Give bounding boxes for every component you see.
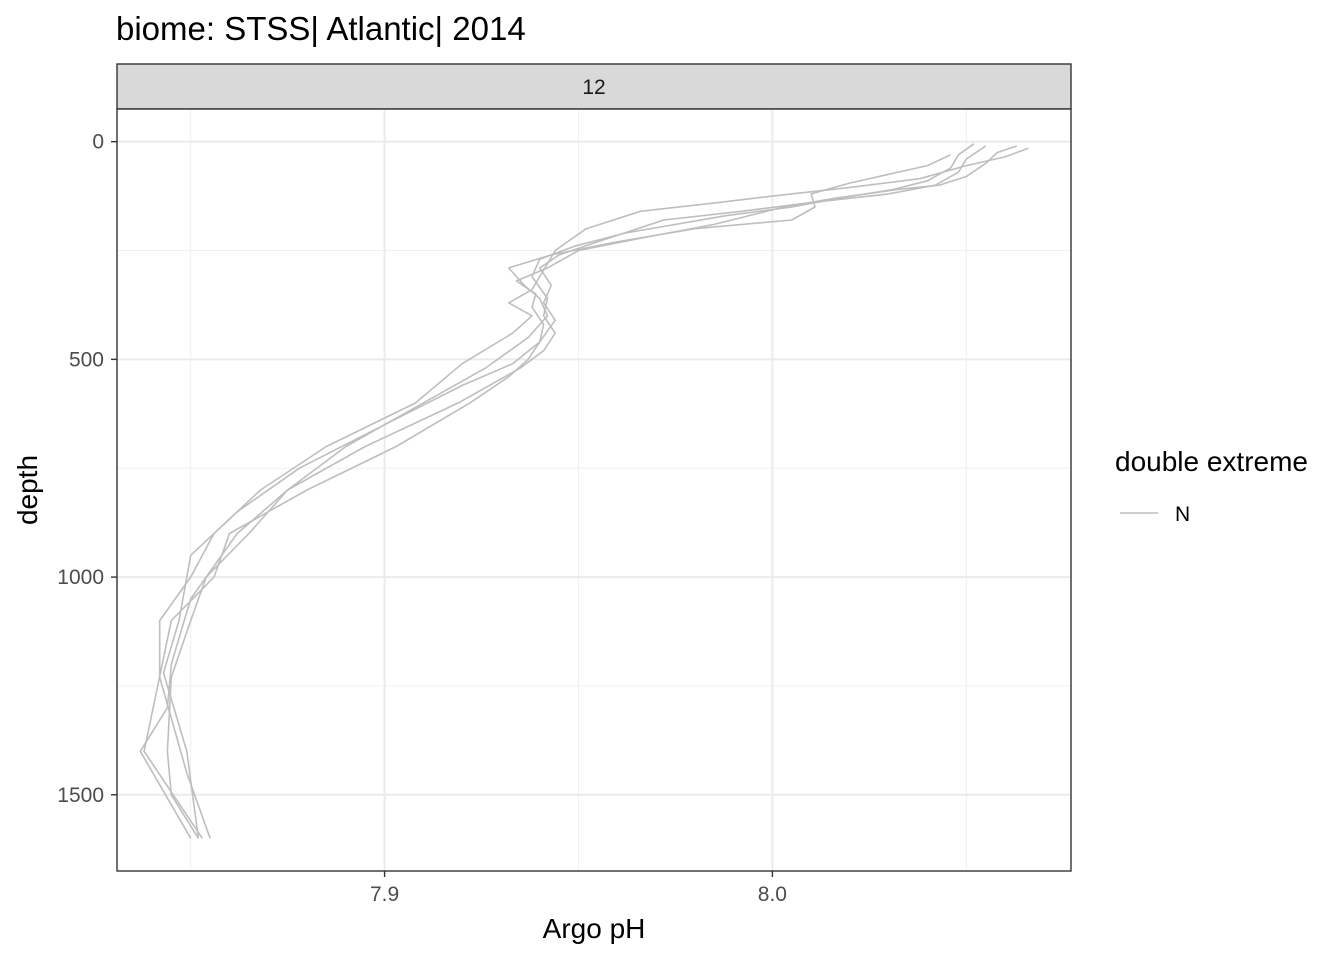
x-axis-title: Argo pH — [543, 913, 646, 944]
facet-strip: 12 — [116, 63, 1072, 110]
legend-title: double extreme — [1115, 446, 1308, 477]
y-axis: 0 500 1000 1500 — [57, 131, 117, 807]
plot-panel — [116, 108, 1072, 872]
series-lines — [139, 143, 1029, 839]
profile-line-2 — [162, 145, 987, 839]
panel-border — [116, 108, 1072, 872]
y-tick-label: 0 — [92, 131, 104, 154]
gridlines-minor — [117, 109, 1071, 871]
y-axis-title: depth — [12, 455, 43, 525]
gridlines-major — [117, 109, 1071, 871]
y-tick-label: 500 — [69, 348, 104, 371]
x-axis: 7.9 8.0 — [370, 871, 787, 906]
profile-line-4 — [158, 147, 1029, 839]
x-tick-label: 8.0 — [758, 883, 787, 906]
profile-line-5 — [139, 153, 952, 839]
legend: double extreme N — [1115, 446, 1308, 526]
x-tick-label: 7.9 — [370, 883, 399, 906]
facet-strip-label: 12 — [582, 76, 605, 99]
chart-title: biome: STSS| Atlantic| 2014 — [116, 10, 526, 47]
y-tick-label: 1500 — [57, 784, 104, 807]
panel-background — [117, 109, 1071, 871]
y-tick-label: 1000 — [57, 566, 104, 589]
legend-label-n: N — [1175, 503, 1190, 526]
facet-strip-background — [116, 63, 1072, 110]
